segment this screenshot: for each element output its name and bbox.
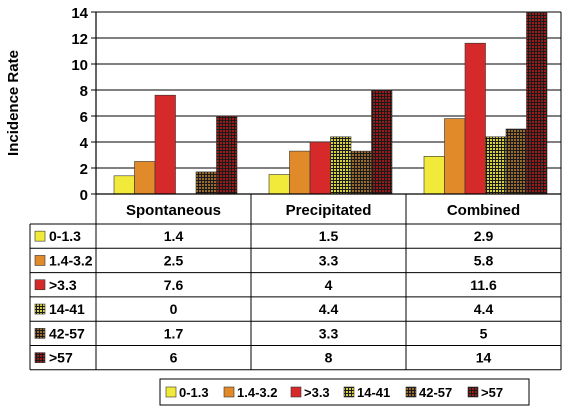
bar: [330, 136, 352, 195]
y-tick-label: 0: [80, 187, 88, 204]
data-label: 0: [170, 301, 178, 317]
y-tick-label: 6: [80, 109, 88, 126]
data-table: Spontaneous Precipitated Combined 0-1.3 1.4 1…: [29, 194, 562, 371]
bar: [371, 89, 393, 195]
legend-swatch: [165, 386, 177, 398]
data-label: 4.4: [319, 301, 339, 317]
bar: [268, 174, 290, 195]
bar: [216, 115, 238, 195]
x-tick-label: Combined: [447, 202, 520, 219]
bar: [289, 150, 311, 195]
bar: [134, 161, 156, 195]
y-axis-label: Incidence Rate: [5, 50, 22, 156]
data-label: 1.4: [164, 228, 184, 244]
data-label: 2.5: [164, 252, 184, 268]
bar: [464, 42, 486, 195]
legend-label: >3.3: [304, 385, 330, 400]
bar: [505, 128, 527, 195]
bar: [195, 171, 217, 195]
bar: [444, 118, 466, 195]
legend-label: 0-1.3: [179, 385, 209, 400]
table-row-label: >57: [49, 350, 73, 366]
data-label: 14: [476, 350, 492, 366]
bar: [526, 11, 548, 195]
bar: [309, 141, 331, 195]
data-label: 1.5: [319, 228, 339, 244]
data-label: 6: [170, 350, 178, 366]
y-tick-label: 10: [71, 57, 88, 74]
y-tick-label: 12: [71, 31, 88, 48]
legend-swatch: [405, 386, 417, 398]
table-row-label: 14-41: [49, 301, 85, 317]
table-row-label: 42-57: [49, 325, 85, 341]
table-row-swatch: [34, 352, 46, 363]
data-label: 4: [325, 277, 333, 293]
x-tick-label: Spontaneous: [126, 202, 221, 219]
legend-label: 14-41: [357, 385, 390, 400]
data-label: 4.4: [474, 301, 494, 317]
data-label: 5: [480, 325, 488, 341]
legend-label: 42-57: [419, 385, 452, 400]
bar: [154, 94, 176, 195]
table-row-label: 0-1.3: [49, 228, 81, 244]
y-tick-label: 14: [71, 5, 88, 22]
y-tick-label: 8: [80, 83, 88, 100]
y-tick-label: 2: [80, 161, 88, 178]
legend-label: 1.4-3.2: [237, 385, 277, 400]
table-row-swatch: [34, 230, 46, 242]
x-tick-label: Precipitated: [286, 202, 372, 219]
legend: 0-1.3 1.4-3.2 >3.3 14-41 42-57 >57: [159, 378, 530, 406]
legend-swatch: [343, 386, 355, 398]
legend-swatch: [467, 386, 479, 398]
data-label: 7.6: [164, 277, 184, 293]
data-label: 2.9: [474, 228, 494, 244]
y-tick-label: 4: [80, 135, 89, 152]
bar: [113, 175, 135, 195]
plot-area: 0 2 4 6 8 10 12 14: [71, 5, 562, 204]
bar: [350, 150, 372, 195]
data-label: 1.7: [164, 325, 184, 341]
table-row-swatch: [34, 279, 46, 291]
table-row-swatch: [34, 328, 46, 339]
table-row-label: >3.3: [49, 277, 77, 293]
data-label: 3.3: [319, 325, 339, 341]
bar: [423, 156, 445, 195]
table-row-label: 1.4-3.2: [49, 252, 93, 268]
data-label: 11.6: [470, 277, 497, 293]
data-label: 5.8: [474, 252, 494, 268]
legend-swatch: [223, 386, 235, 398]
legend-swatch: [290, 386, 302, 398]
table-row-swatch: [34, 303, 46, 315]
data-label: 8: [325, 350, 333, 366]
data-label: 3.3: [319, 252, 339, 268]
bar: [485, 136, 507, 195]
table-row-swatch: [34, 255, 46, 266]
legend-label: >57: [481, 385, 503, 400]
